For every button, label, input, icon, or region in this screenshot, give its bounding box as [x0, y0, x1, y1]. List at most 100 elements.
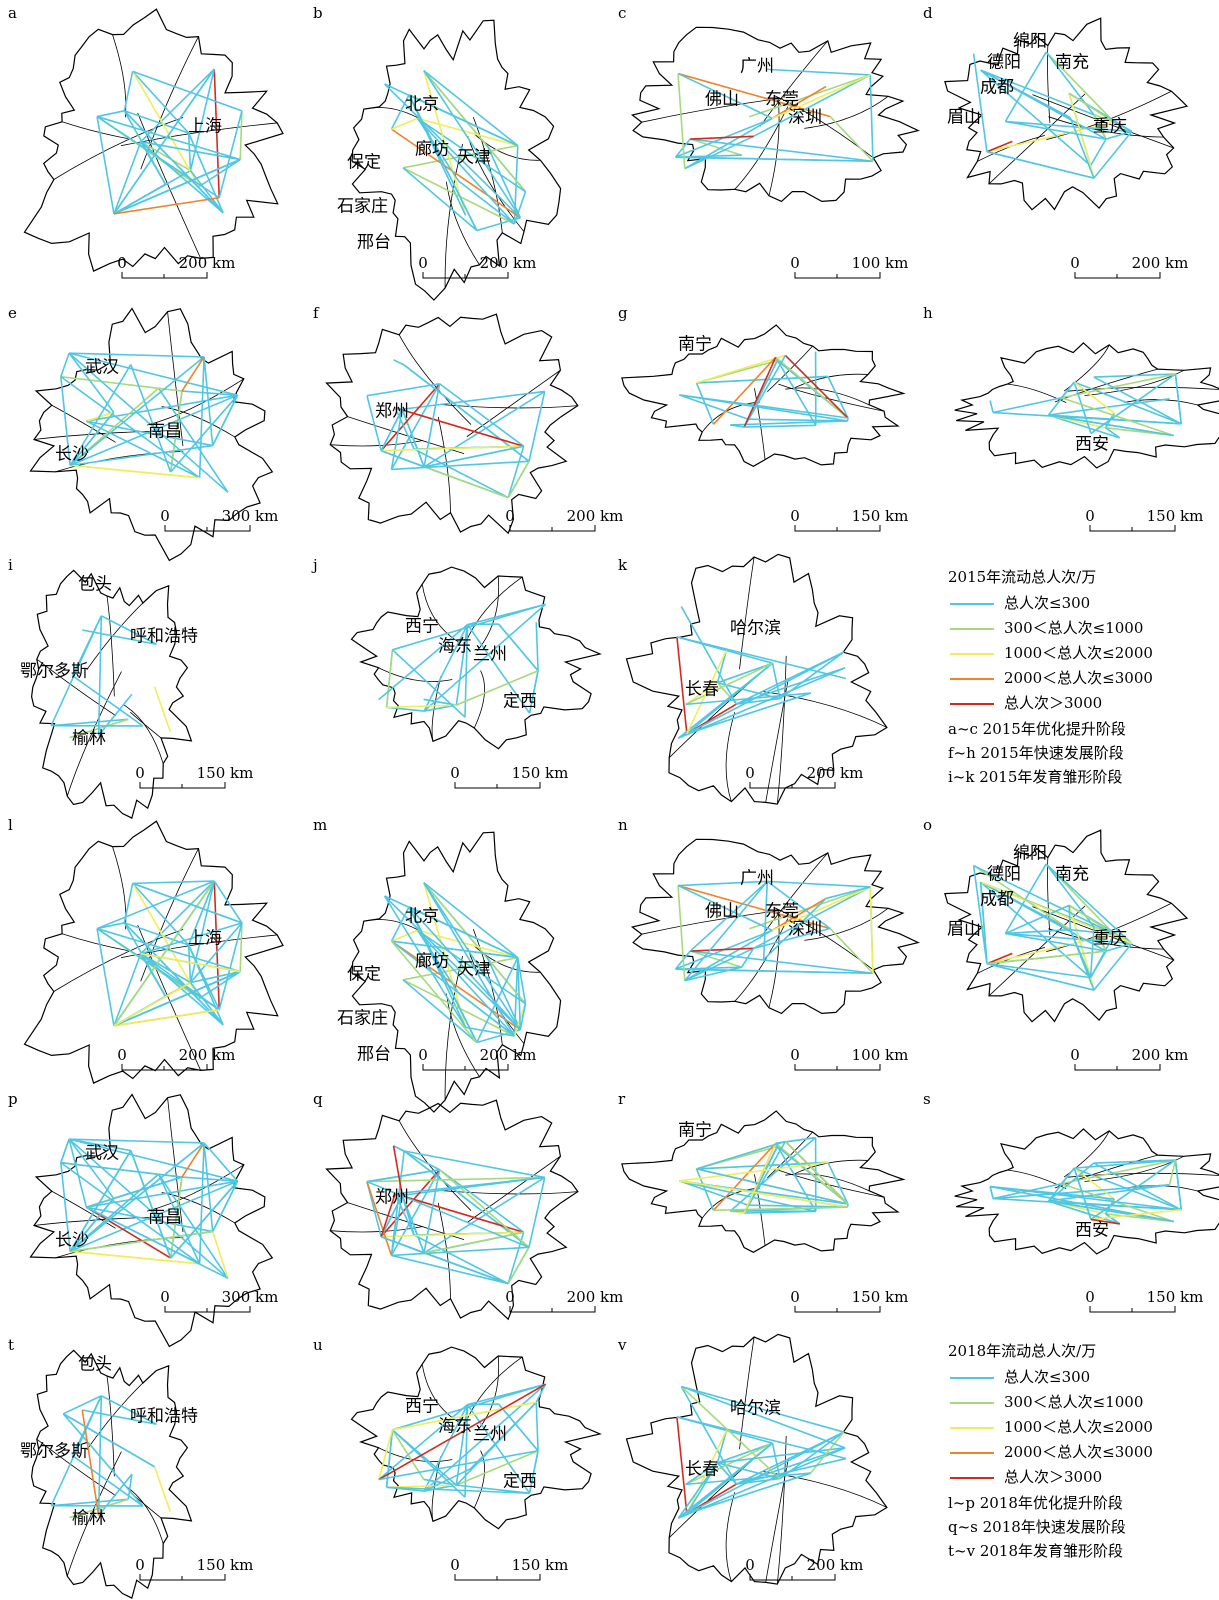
district-boundary	[472, 116, 503, 233]
scale-label: 150 km	[197, 764, 254, 782]
flow-line	[68, 1138, 229, 1279]
flow-line	[113, 196, 220, 215]
district-boundary	[766, 345, 813, 393]
flow-line	[1060, 381, 1075, 399]
flow-line	[753, 886, 871, 950]
flow-line	[1068, 904, 1115, 935]
district-boundary	[473, 670, 485, 729]
flow-line	[686, 1472, 812, 1515]
flow-line	[685, 662, 773, 706]
flow-line	[455, 1404, 469, 1486]
flow-line	[1073, 381, 1092, 434]
flow-line	[677, 1442, 774, 1519]
flow-line	[189, 880, 216, 983]
flow-line	[676, 1416, 688, 1514]
panel-letter: e	[8, 304, 17, 322]
district-boundary	[120, 122, 278, 147]
flow-line	[393, 359, 405, 366]
flow-line	[69, 1138, 205, 1144]
flow-line	[113, 68, 215, 215]
legend-label: 总人次≤300	[1004, 1368, 1090, 1386]
flow-line	[1061, 1159, 1176, 1185]
city-label: 廊坊	[415, 952, 449, 972]
scale-bar	[1074, 1064, 1161, 1071]
flow-line	[239, 110, 243, 160]
scale-label: 200 km	[480, 254, 537, 272]
flow-line	[423, 70, 467, 216]
flow-line	[423, 1252, 509, 1285]
flow-line	[1005, 904, 1070, 935]
city-label: 天津	[457, 960, 491, 980]
scale-bar	[164, 1306, 251, 1313]
flow-line	[766, 880, 831, 930]
flow-line	[677, 73, 686, 169]
flow-line	[753, 74, 871, 138]
flow-line	[690, 947, 754, 952]
district-boundary	[1048, 116, 1164, 138]
flow-line	[423, 1176, 546, 1254]
flow-line	[507, 460, 530, 498]
district-boundary	[36, 658, 117, 717]
flow-line	[69, 1142, 205, 1252]
scale-label: 0	[135, 1556, 145, 1574]
flow-line	[1105, 130, 1132, 140]
flow-line	[413, 1234, 509, 1285]
flow-line	[713, 1206, 848, 1212]
city-label: 深圳	[788, 108, 822, 128]
flow-line	[1093, 130, 1133, 179]
flow-line	[771, 74, 871, 120]
map-panel: q 郑州 0 200 km	[313, 1090, 623, 1321]
panel-letter: k	[618, 556, 628, 574]
flow-line	[211, 1180, 239, 1232]
flow-line	[408, 906, 519, 959]
map-panel: f 郑州 0 200 km	[313, 304, 623, 535]
flow-line	[86, 1206, 213, 1233]
flow-line	[131, 882, 200, 999]
flow-line	[86, 420, 213, 447]
city-label: 广州	[740, 869, 774, 889]
flow-line	[684, 929, 773, 982]
flow-line	[686, 650, 728, 735]
flow-line	[123, 71, 134, 111]
flow-line	[1105, 942, 1132, 952]
scale-bar	[454, 1574, 541, 1581]
flow-line	[366, 395, 382, 451]
flow-line	[68, 1138, 115, 1199]
city-label: 东莞	[765, 90, 799, 110]
city-label: 石家庄	[337, 1009, 388, 1029]
city-label: 哈尔滨	[730, 1399, 781, 1419]
flow-line	[127, 1474, 133, 1500]
flow-line	[528, 1450, 539, 1494]
panel-letter: l	[8, 816, 13, 834]
flow-line	[96, 927, 241, 973]
flow-line	[456, 1450, 539, 1486]
district-boundary	[734, 106, 789, 190]
district-boundary	[988, 93, 1086, 185]
district-boundary	[785, 387, 870, 406]
flow-line	[378, 1383, 546, 1481]
city-label: 保定	[347, 153, 381, 173]
flow-line	[394, 407, 524, 448]
scale-bar	[794, 272, 881, 279]
city-label: 西宁	[405, 617, 439, 637]
region-outline	[630, 838, 920, 1015]
district-boundary	[146, 1164, 245, 1212]
scale-label: 0	[160, 507, 170, 525]
scale-bar	[139, 1574, 226, 1581]
flow-line	[140, 141, 224, 214]
flow-line	[417, 117, 518, 147]
scale-label: 0	[790, 507, 800, 525]
city-label: 鄂尔多斯	[20, 662, 88, 682]
flow-line	[528, 670, 539, 714]
flow-line	[1069, 117, 1095, 179]
panel-letter: g	[618, 304, 628, 322]
flow-line	[993, 1197, 1182, 1211]
flow-line	[986, 950, 1107, 965]
flow-line	[972, 865, 988, 964]
city-label: 长沙	[55, 1231, 89, 1251]
city-label: 眉山	[947, 920, 981, 940]
flow-line	[767, 880, 871, 888]
flow-line	[989, 1186, 994, 1199]
